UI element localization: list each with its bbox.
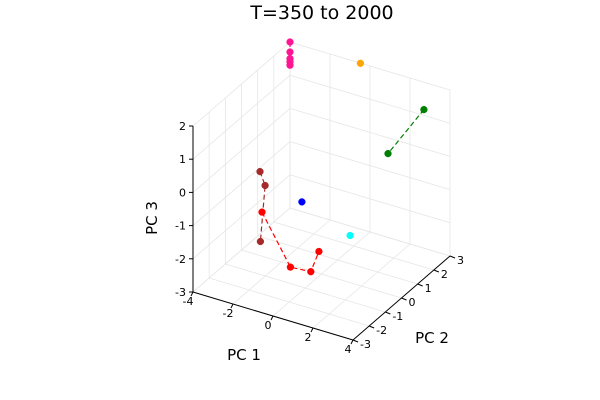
y-axis-label: PC 2 <box>415 329 449 347</box>
y-tick-label: 0 <box>409 296 416 309</box>
x-tick-mark <box>190 291 194 297</box>
series-2-point-1 <box>384 149 392 158</box>
gridline-floor-y <box>225 263 386 313</box>
y-tick-mark <box>385 311 391 315</box>
series-5-trajectory <box>259 171 266 242</box>
gridline-side-z <box>192 74 291 160</box>
z-tick-label: -2 <box>175 253 186 266</box>
z-tick-label: -1 <box>175 220 186 233</box>
gridline-back-z <box>289 141 451 190</box>
y-tick-label: -1 <box>392 310 403 323</box>
series-6-point-2 <box>307 268 315 276</box>
series-5-point-0 <box>256 167 264 176</box>
x-tick-mark <box>270 315 274 321</box>
gridline-floor-y <box>209 277 370 327</box>
y-tick-mark <box>433 269 440 273</box>
x-tick-mark <box>230 303 234 309</box>
gridline-floor-y <box>257 235 418 285</box>
series-6-point-3 <box>315 247 323 256</box>
gridline-back-z <box>289 108 451 157</box>
gridline-side-z <box>192 108 291 193</box>
z-tick-label: -3 <box>175 286 186 299</box>
y-tick-label: -3 <box>360 338 371 351</box>
z-tick-label: 0 <box>179 186 186 199</box>
data-marks <box>256 38 428 276</box>
x-tick-label: 0 <box>265 319 272 332</box>
series-6-point-0 <box>258 208 266 216</box>
y-tick-mark <box>352 339 359 343</box>
gridline-side-z <box>192 41 291 127</box>
gridline-side-z <box>192 141 291 226</box>
series-6-point-1 <box>286 263 295 271</box>
series-3-point-0 <box>298 198 306 206</box>
x-axis-label: PC 1 <box>227 346 261 364</box>
z-tick-label: 2 <box>179 120 186 133</box>
gridline-back-z <box>289 174 451 224</box>
y-tick-mark <box>368 325 375 329</box>
series-0-point-4 <box>286 61 294 69</box>
gridline-floor-y <box>241 249 402 299</box>
series-0-point-1 <box>286 48 294 56</box>
gridline-back-z <box>289 41 451 91</box>
series-4-point-0 <box>346 231 354 240</box>
x-tick-mark <box>310 327 314 333</box>
y-tick-label: 1 <box>425 282 432 295</box>
x-tick-label: -2 <box>223 307 234 320</box>
gridline-back-z <box>289 74 451 124</box>
y-tick-mark <box>417 283 423 287</box>
y-tick-label: -2 <box>376 324 387 337</box>
y-tick-label: 3 <box>457 254 464 267</box>
y-tick-mark <box>401 297 407 301</box>
series-6-trajectory <box>261 211 320 273</box>
y-tick-label: 2 <box>441 268 448 281</box>
series-5-point-1 <box>261 181 269 190</box>
series-2-trajectory <box>387 109 425 154</box>
series-1-point-0 <box>356 59 365 67</box>
x-tick-label: -4 <box>183 295 194 308</box>
axes <box>189 125 456 345</box>
x-tick-mark <box>350 339 354 345</box>
series-2-point-0 <box>420 105 428 114</box>
x-tick-label: 2 <box>305 331 312 344</box>
gridline-side-z <box>192 174 291 260</box>
series-0-point-0 <box>286 38 294 46</box>
series-5-point-2 <box>256 237 265 246</box>
gridline-side-z <box>192 207 291 293</box>
gridline-back-z <box>289 207 451 257</box>
y-tick-mark <box>449 255 456 259</box>
x-tick-label: 4 <box>345 343 352 356</box>
chart-title: T=350 to 2000 <box>249 2 393 24</box>
z-tick-label: 1 <box>179 153 186 166</box>
z-axis-label: PC 3 <box>143 201 161 235</box>
gridline-floor-y <box>273 221 434 271</box>
